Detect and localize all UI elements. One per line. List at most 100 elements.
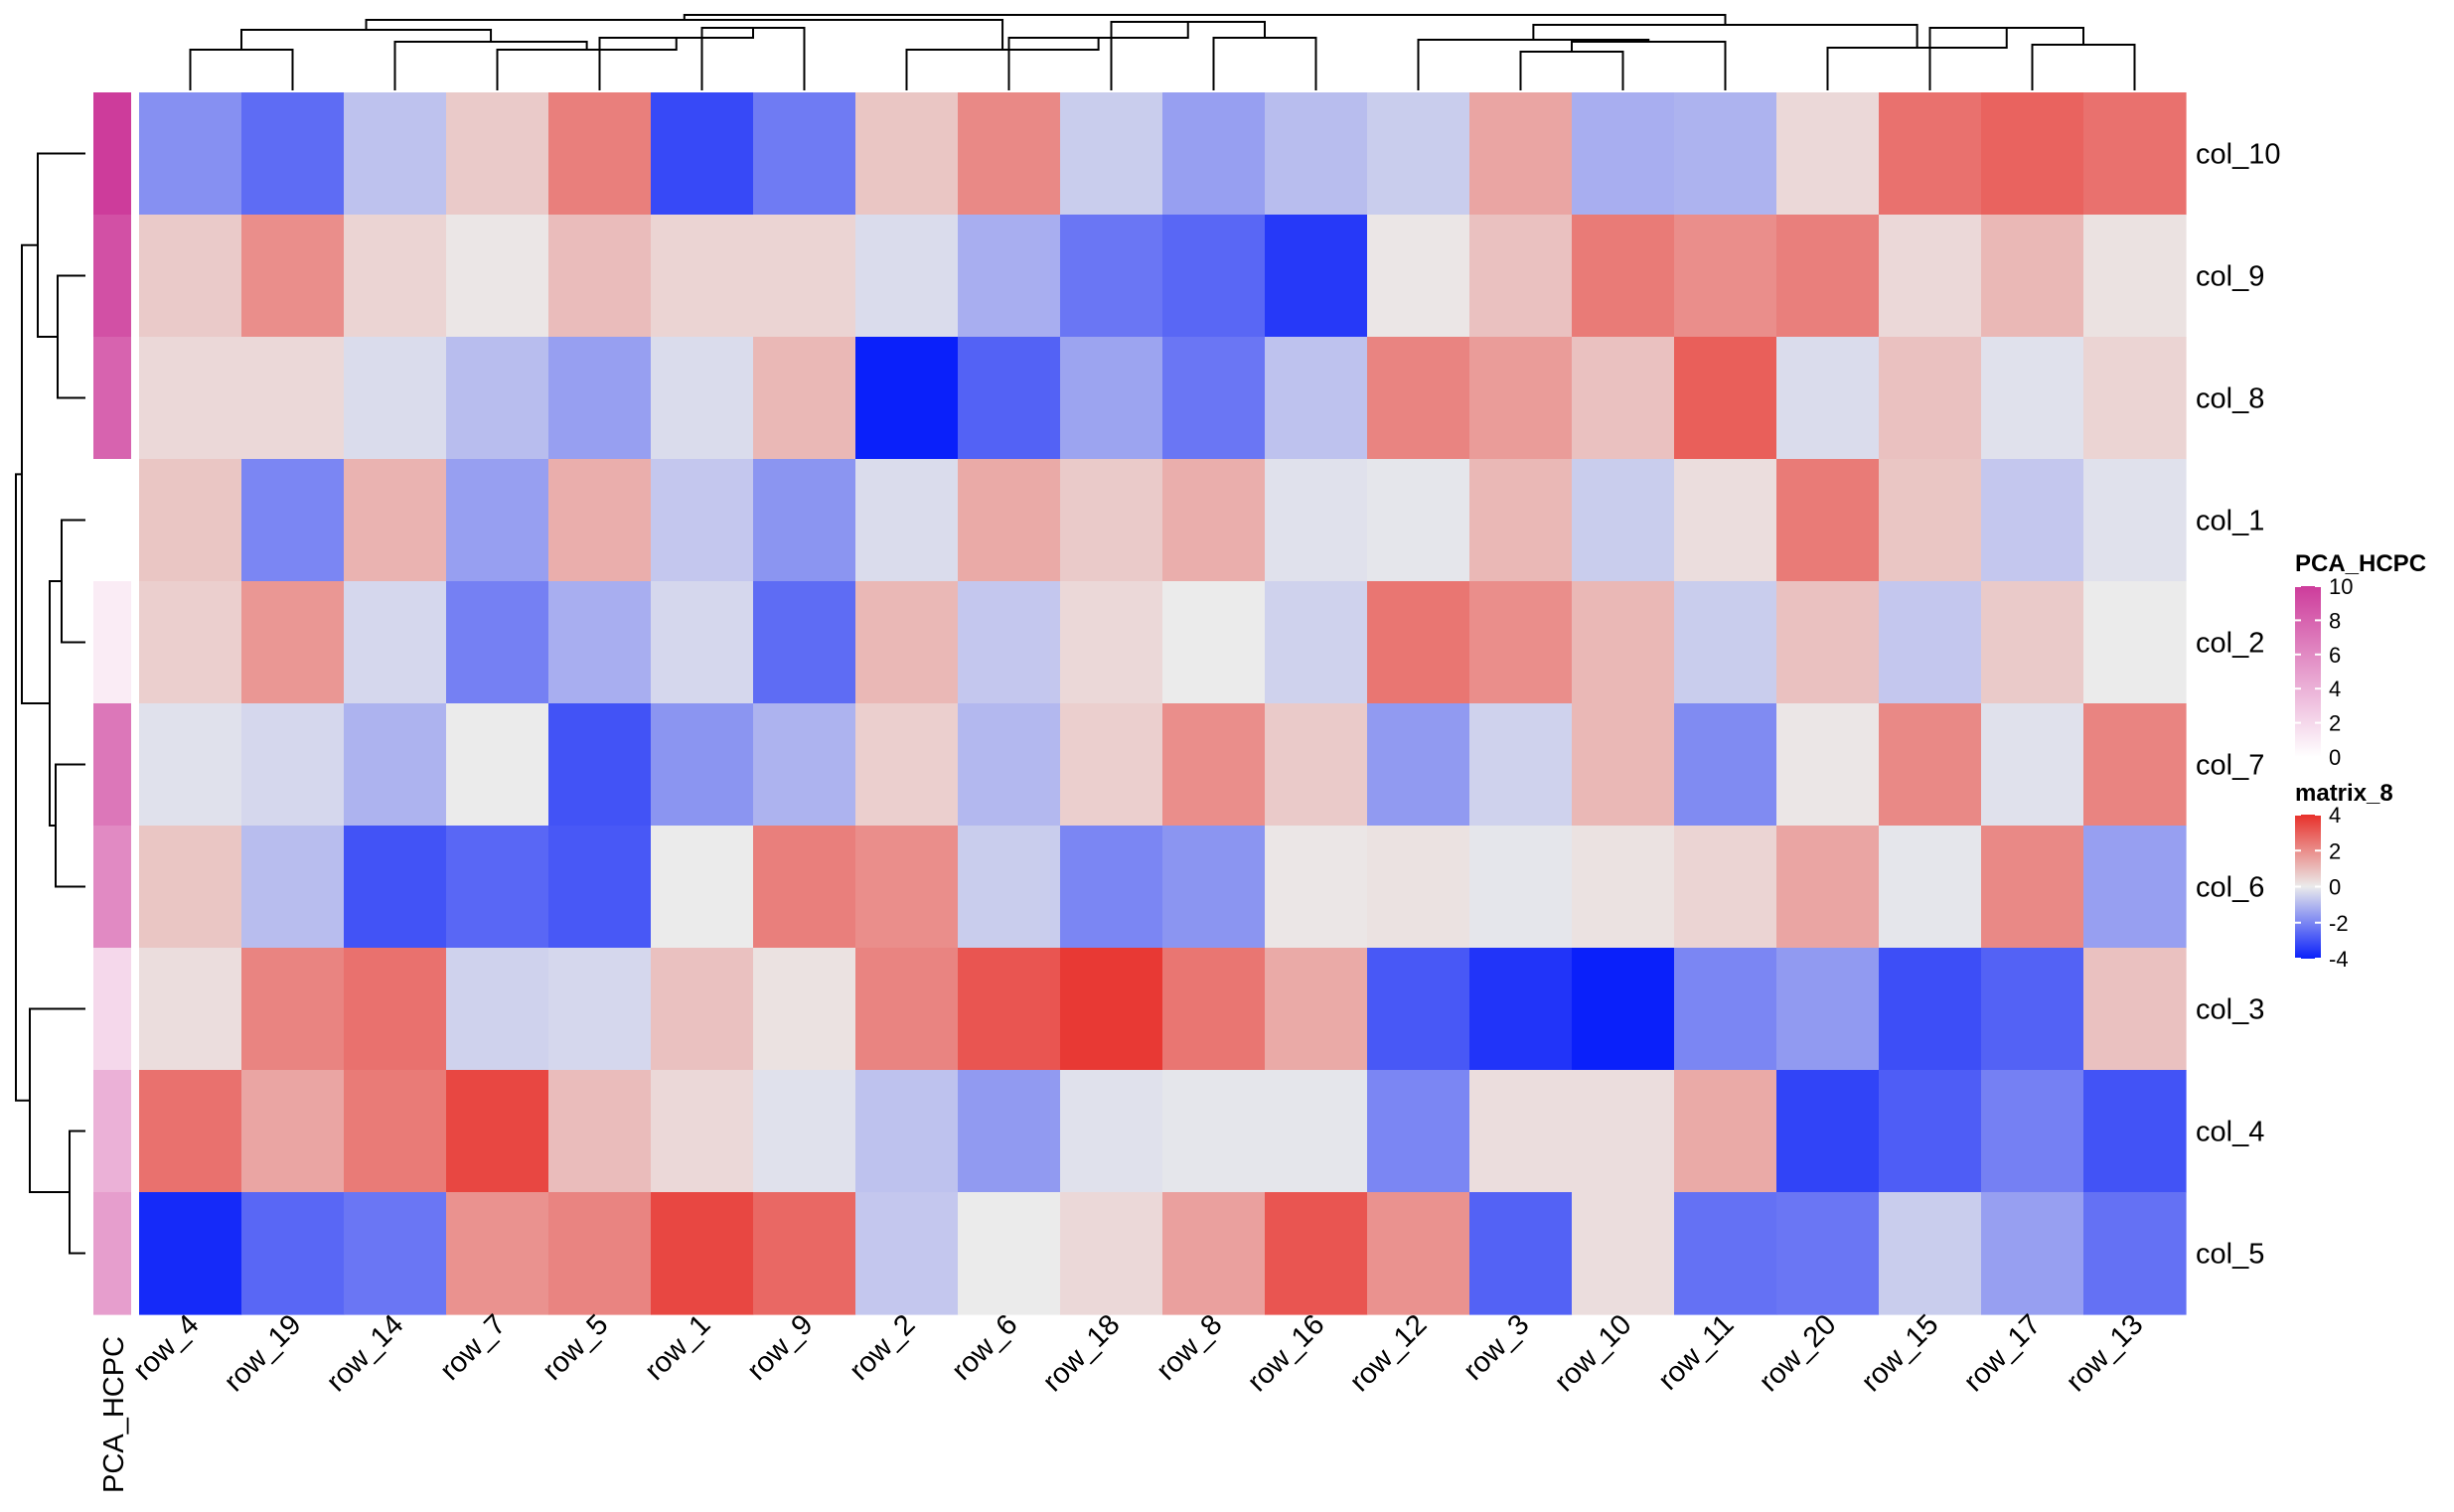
column-label: row_4 xyxy=(127,1308,205,1386)
legend-tick-label: 0 xyxy=(2329,875,2341,900)
heatmap-cell xyxy=(1162,826,1266,949)
heatmap-cell xyxy=(1572,826,1675,949)
heatmap-cell xyxy=(1674,703,1777,827)
heatmap-cell xyxy=(958,215,1061,338)
heatmap-cell xyxy=(753,459,856,582)
heatmap-cell xyxy=(1162,92,1266,216)
heatmap-cell xyxy=(958,703,1061,827)
heatmap-cell xyxy=(446,215,549,338)
dendrogram-branch xyxy=(69,1130,85,1255)
heatmap-cell xyxy=(1879,459,1982,582)
heatmap-cell xyxy=(1674,337,1777,460)
dendrogram-branch xyxy=(1007,22,1189,90)
heatmap-cell xyxy=(548,1070,652,1193)
column-label: row_14 xyxy=(321,1308,410,1398)
heatmap-cell xyxy=(446,1192,549,1315)
heatmap-cell xyxy=(1572,215,1675,338)
legend-tick-label: 4 xyxy=(2329,803,2341,828)
column-label: row_3 xyxy=(1457,1308,1535,1386)
annotation-axis-label: PCA_HCPC xyxy=(98,1336,130,1493)
heatmap-cell xyxy=(1776,459,1880,582)
heatmap-cell xyxy=(446,337,549,460)
heatmap-cell xyxy=(958,92,1061,216)
heatmap-cell xyxy=(651,948,754,1071)
heatmap-cell xyxy=(1469,459,1573,582)
heatmap-cell xyxy=(344,215,447,338)
heatmap-cell xyxy=(753,703,856,827)
heatmap-cell xyxy=(1367,1070,1470,1193)
heatmap-cell xyxy=(2083,948,2187,1071)
heatmap-cell xyxy=(1981,826,2084,949)
column-label: row_15 xyxy=(1856,1308,1945,1398)
heatmap-cell xyxy=(344,703,447,827)
heatmap-cell xyxy=(958,459,1061,582)
heatmap-cell xyxy=(1674,215,1777,338)
heatmap-cells xyxy=(139,92,2187,1315)
column-label: row_12 xyxy=(1344,1308,1434,1398)
heatmap-cell xyxy=(139,1192,242,1315)
column-label: row_19 xyxy=(219,1308,308,1398)
row-label: col_1 xyxy=(2196,506,2264,537)
heatmap-cell xyxy=(1879,826,1982,949)
column-label: row_8 xyxy=(1150,1308,1228,1386)
row-label: col_2 xyxy=(2196,628,2264,660)
heatmap-cell xyxy=(344,337,447,460)
legend-tick-label: 2 xyxy=(2329,838,2341,863)
heatmap-cell xyxy=(1981,581,2084,704)
heatmap-cell xyxy=(344,826,447,949)
heatmap-cell xyxy=(1776,703,1880,827)
heatmap-cell xyxy=(1060,826,1163,949)
heatmap-cell xyxy=(651,1070,754,1193)
heatmap-cell xyxy=(446,703,549,827)
dendrogram-branch xyxy=(1417,39,1650,90)
row-label: col_3 xyxy=(2196,994,2264,1026)
heatmap-cell xyxy=(1879,703,1982,827)
heatmap-cell xyxy=(1879,215,1982,338)
column-label: row_11 xyxy=(1652,1308,1740,1396)
legend-tick-label: 6 xyxy=(2329,643,2341,668)
heatmap-cell xyxy=(1879,581,1982,704)
heatmap-cell xyxy=(651,92,754,216)
heatmap-cell xyxy=(1469,581,1573,704)
heatmap-cell xyxy=(855,948,959,1071)
heatmap-cell xyxy=(1776,581,1880,704)
legend-tick-label: 2 xyxy=(2329,711,2341,736)
heatmap-cell xyxy=(1981,703,2084,827)
heatmap-cell xyxy=(1060,581,1163,704)
heatmap-cell xyxy=(446,92,549,216)
column-dendrogram xyxy=(189,14,2136,90)
heatmap-cell xyxy=(241,826,345,949)
heatmap-cell xyxy=(1469,948,1573,1071)
heatmap-cell xyxy=(548,703,652,827)
heatmap-cell xyxy=(446,581,549,704)
heatmap-cell xyxy=(1776,215,1880,338)
dendrogram-branch xyxy=(2031,44,2136,90)
heatmap-cell xyxy=(1060,92,1163,216)
heatmap-cell xyxy=(1367,948,1470,1071)
heatmap-cell xyxy=(2083,459,2187,582)
heatmap-cell xyxy=(1469,92,1573,216)
annotation-cell xyxy=(93,92,131,216)
heatmap-cell xyxy=(1162,703,1266,827)
heatmap-cell xyxy=(2083,703,2187,827)
heatmap-cell xyxy=(855,215,959,338)
dendrogram-branch xyxy=(598,28,754,90)
heatmap-cell xyxy=(651,581,754,704)
column-label: row_1 xyxy=(639,1308,716,1386)
dendrogram-branch xyxy=(29,1007,85,1193)
heatmap-cell xyxy=(855,459,959,582)
heatmap-cell xyxy=(139,703,242,827)
heatmap-cell xyxy=(241,337,345,460)
heatmap-cell xyxy=(753,1192,856,1315)
heatmap-cell xyxy=(1572,92,1675,216)
column-label: row_2 xyxy=(844,1308,921,1386)
heatmap-cell xyxy=(651,826,754,949)
dendrogram-branch xyxy=(57,274,85,399)
heatmap-cell xyxy=(1162,337,1266,460)
row-dendrogram xyxy=(15,152,85,1255)
column-label: row_6 xyxy=(946,1308,1023,1386)
legend-title: PCA_HCPC xyxy=(2295,550,2426,577)
heatmap-cell xyxy=(344,92,447,216)
column-labels: row_4 row_19 row_14 row_7 row_5 row_1 row_9 row… xyxy=(127,1308,2149,1398)
